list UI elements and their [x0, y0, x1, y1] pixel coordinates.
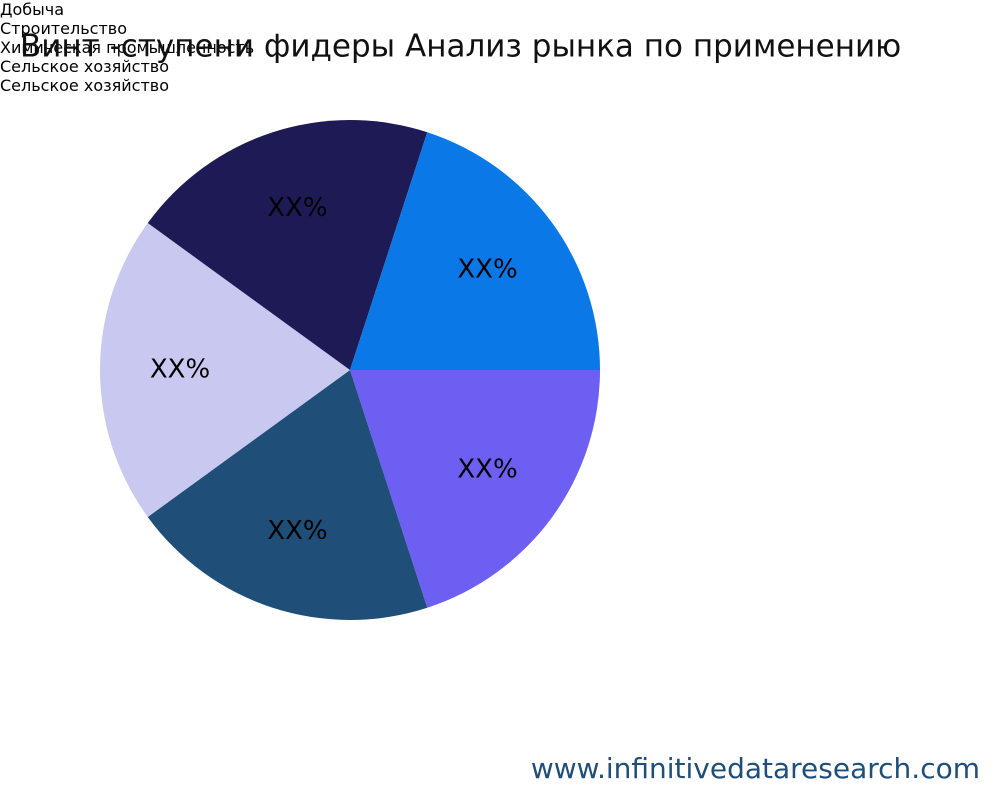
legend-text: Сельское хозяйство [0, 76, 169, 95]
slice-label: XX% [267, 193, 327, 223]
slice-label: XX% [267, 516, 327, 546]
pie-slice [147, 120, 428, 370]
legend-item: Сельское хозяйство [0, 57, 1000, 76]
slice-label: XX% [150, 355, 210, 385]
pie-slice [100, 223, 350, 517]
legend-item: Строительство [0, 19, 1000, 38]
pie-slice [350, 132, 600, 370]
legend-item: Добыча [0, 0, 1000, 19]
pie-slice [147, 370, 428, 620]
chart-title: Винт -ступени фидеры Анализ рынка по при… [20, 29, 901, 65]
pie-slice [350, 370, 600, 608]
legend-text: Добыча [0, 0, 65, 19]
legend-item: Химическая промышленность [0, 38, 1000, 57]
legend-item: Сельское хозяйство [0, 76, 1000, 95]
legend-text: Химическая промышленность [0, 38, 255, 57]
legend-text: Сельское хозяйство [0, 57, 169, 76]
slice-label: XX% [457, 255, 517, 285]
source-link: www.infinitivedataresearch.com [531, 752, 980, 785]
slice-label: XX% [457, 454, 517, 484]
legend-text: Строительство [0, 19, 127, 38]
